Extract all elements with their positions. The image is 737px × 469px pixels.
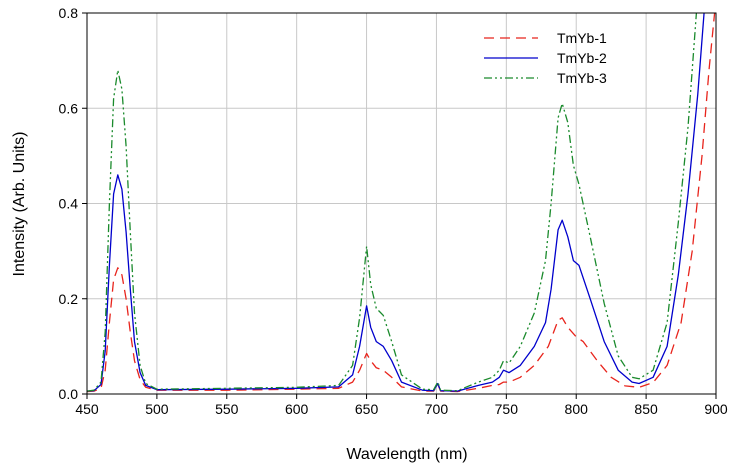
y-tick-label: 0.0 — [59, 386, 79, 402]
x-tick-label: 850 — [634, 401, 658, 417]
x-tick-label: 750 — [495, 401, 519, 417]
legend-label-1: TmYb-1 — [557, 30, 607, 46]
series-lines — [87, 13, 716, 393]
x-tick-label: 650 — [355, 401, 379, 417]
series-line-3 — [87, 13, 698, 392]
x-tick-label: 450 — [75, 401, 99, 417]
series-line-1 — [87, 13, 716, 393]
y-axis-ticks: 0.0 0.2 0.4 0.6 0.8 — [59, 5, 87, 402]
plot-frame — [86, 12, 717, 395]
x-axis-title: Wavelength (nm) — [346, 446, 467, 463]
series-line-2 — [87, 13, 705, 392]
y-tick-label: 0.4 — [59, 196, 79, 212]
x-tick-label: 900 — [704, 401, 728, 417]
y-tick-label: 0.6 — [59, 100, 79, 116]
x-tick-label: 700 — [425, 401, 449, 417]
x-tick-label: 800 — [565, 401, 589, 417]
x-tick-label: 550 — [215, 401, 239, 417]
y-tick-label: 0.2 — [59, 291, 79, 307]
x-tick-label: 600 — [285, 401, 309, 417]
x-axis-ticks: 450 500 550 600 650 700 750 800 850 900 — [75, 394, 728, 417]
grid-lines — [86, 12, 717, 395]
legend-label-3: TmYb-3 — [557, 70, 607, 86]
y-tick-label: 0.8 — [59, 5, 79, 21]
legend-label-2: TmYb-2 — [557, 50, 607, 66]
y-axis-title: Intensity (Arb. Units) — [11, 132, 28, 277]
x-tick-label: 500 — [145, 401, 169, 417]
legend: TmYb-1 TmYb-2 TmYb-3 — [484, 30, 607, 86]
